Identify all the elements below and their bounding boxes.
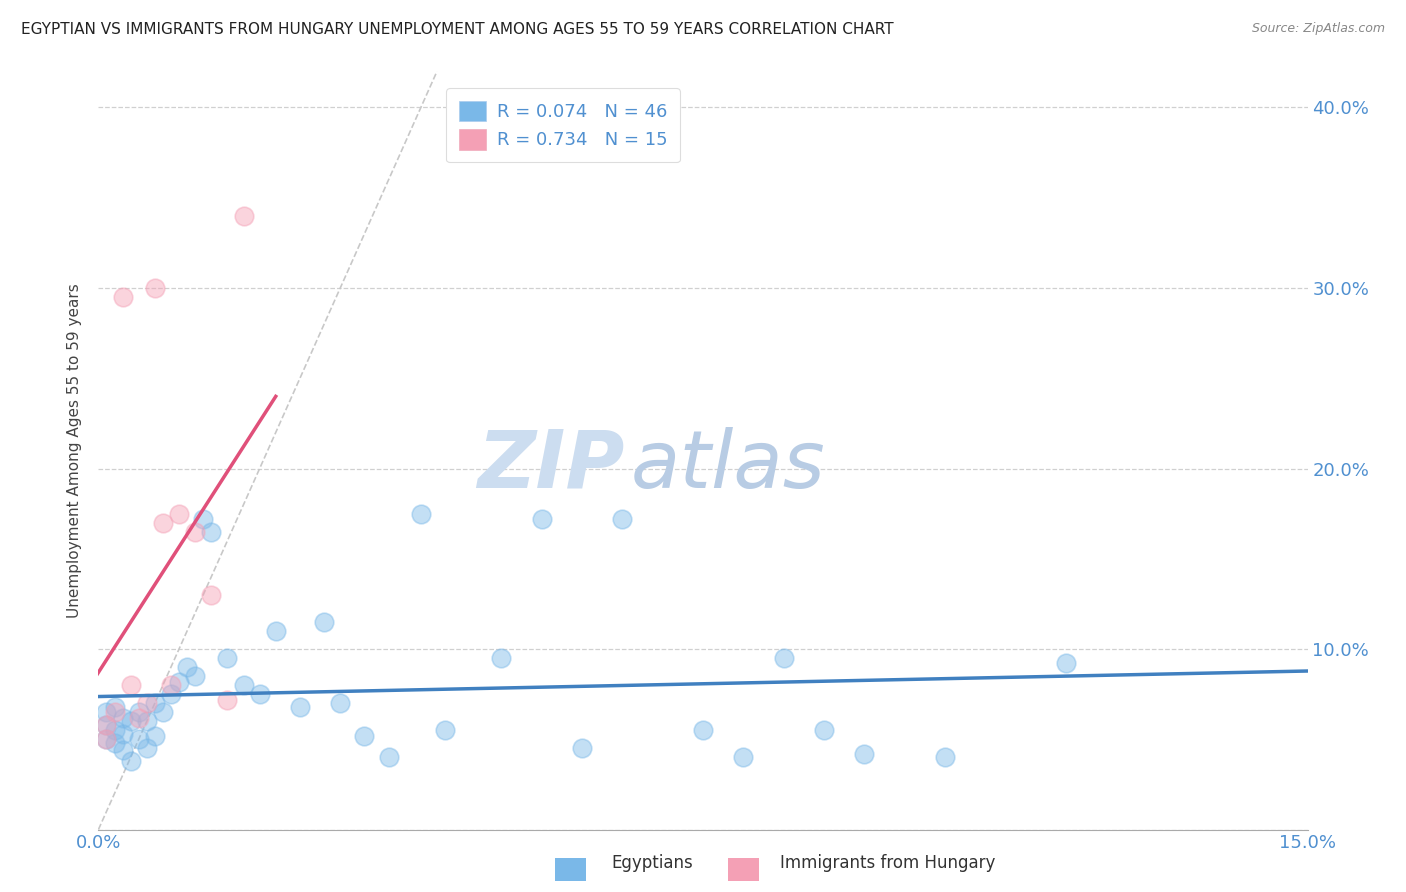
Point [160,678,183,692]
Point [103,705,125,719]
Point [612,512,634,526]
Point [152,705,174,719]
Point [96,718,118,732]
Point [530,512,553,526]
Point [96,705,118,719]
Text: Immigrants from Hungary: Immigrants from Hungary [780,855,995,872]
Point [434,723,457,738]
Point [111,290,134,304]
Point [143,729,166,743]
Point [184,524,207,539]
Point [103,723,125,738]
Point [120,754,142,768]
Point [135,714,157,729]
Point [813,723,835,738]
Point [128,705,150,719]
Point [1054,657,1077,671]
Point [96,718,118,732]
Point [692,723,714,738]
Point [200,524,222,539]
Point [232,209,254,223]
Point [329,696,352,710]
Point [853,747,876,761]
Point [217,692,239,706]
Point [103,699,125,714]
Point [193,512,215,526]
Point [152,516,174,530]
Point [160,687,183,701]
Point [200,588,222,602]
Point [120,714,142,729]
Point [167,674,190,689]
Point [96,732,118,747]
Point [184,669,207,683]
Legend: R = 0.074   N = 46, R = 0.734   N = 15: R = 0.074 N = 46, R = 0.734 N = 15 [446,88,681,162]
Point [176,660,198,674]
Point [571,741,593,756]
Text: atlas: atlas [630,426,825,505]
Point [249,687,271,701]
Point [128,732,150,747]
Point [135,696,157,710]
Point [111,711,134,725]
Point [409,507,432,521]
Point [934,750,956,764]
Point [103,736,125,750]
Point [111,727,134,741]
Point [120,678,142,692]
Point [143,696,166,710]
Point [96,732,118,747]
Point [135,741,157,756]
Point [128,711,150,725]
Point [377,750,399,764]
Text: ZIP: ZIP [477,426,624,505]
Point [167,507,190,521]
Point [353,729,375,743]
Point [143,281,166,295]
Point [491,651,513,665]
Point [733,750,755,764]
Point [217,651,239,665]
Point [314,615,336,629]
Y-axis label: Unemployment Among Ages 55 to 59 years: Unemployment Among Ages 55 to 59 years [67,283,83,618]
Point [264,624,287,638]
Text: EGYPTIAN VS IMMIGRANTS FROM HUNGARY UNEMPLOYMENT AMONG AGES 55 TO 59 YEARS CORRE: EGYPTIAN VS IMMIGRANTS FROM HUNGARY UNEM… [21,22,894,37]
Point [288,699,311,714]
Text: Egyptians: Egyptians [612,855,693,872]
Point [232,678,254,692]
Point [772,651,794,665]
Text: Source: ZipAtlas.com: Source: ZipAtlas.com [1251,22,1385,36]
Point [111,743,134,757]
